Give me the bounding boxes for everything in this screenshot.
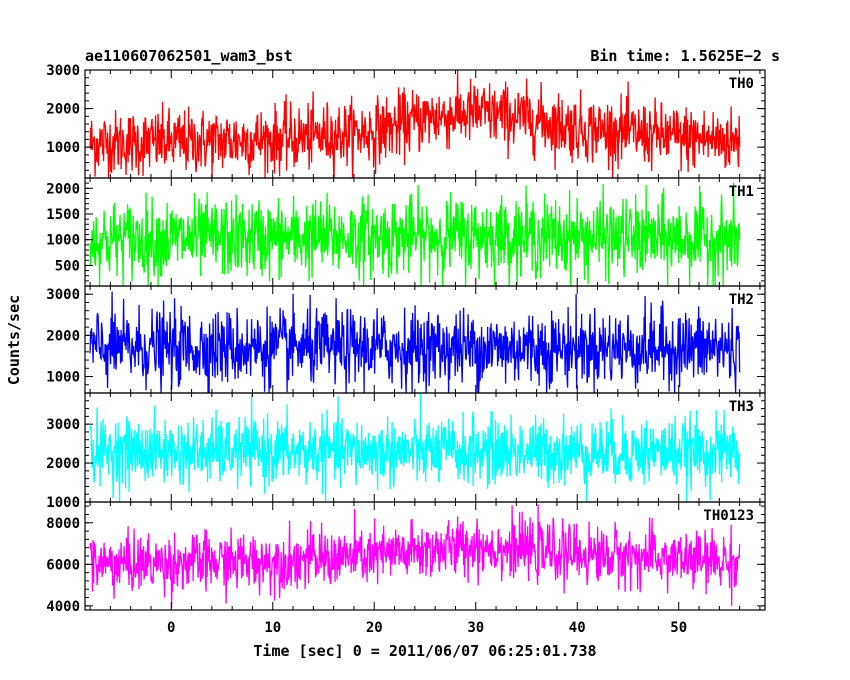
panel-label-th0123: TH0123 xyxy=(703,508,754,524)
panel-label-th3: TH3 xyxy=(729,399,754,415)
y-tick-label: 1000 xyxy=(46,233,80,249)
y-tick-label: 3000 xyxy=(46,287,80,303)
y-tick-label: 1500 xyxy=(46,207,80,223)
x-tick-label: 40 xyxy=(569,620,586,636)
y-tick-label: 2000 xyxy=(46,181,80,197)
series-line-th3 xyxy=(89,393,741,502)
x-tick-label: 20 xyxy=(366,620,383,636)
y-tick-label: 500 xyxy=(55,258,80,274)
y-tick-label: 3000 xyxy=(46,63,80,79)
y-tick-label: 4000 xyxy=(46,599,80,615)
panel-label-th2: TH2 xyxy=(729,292,754,308)
y-tick-label: 2000 xyxy=(46,456,80,472)
y-tick-label: 2000 xyxy=(46,102,80,118)
series-line-th1 xyxy=(89,182,741,286)
panel-label-th0: TH0 xyxy=(729,76,754,92)
chart-title: ae110607062501_wam3_bst xyxy=(85,47,293,65)
panel-label-th1: TH1 xyxy=(729,184,754,200)
x-tick-label: 50 xyxy=(670,620,687,636)
x-tick-label: 0 xyxy=(167,620,175,636)
y-tick-label: 1000 xyxy=(46,140,80,156)
x-tick-label: 30 xyxy=(467,620,484,636)
y-tick-label: 2000 xyxy=(46,328,80,344)
panel-frame-th0123 xyxy=(84,501,766,611)
x-tick-label: 10 xyxy=(264,620,281,636)
bin-time-label: Bin time: 1.5625E−2 s xyxy=(590,47,780,65)
y-tick-label: 6000 xyxy=(46,557,80,573)
y-tick-label: 3000 xyxy=(46,417,80,433)
series-line-th0 xyxy=(89,70,741,178)
series-line-th2 xyxy=(89,291,741,393)
y-tick-label: 1000 xyxy=(46,495,80,511)
series-line-th0123 xyxy=(89,504,741,609)
y-tick-label: 8000 xyxy=(46,516,80,532)
x-axis-label: Time [sec] 0 = 2011/06/07 06:25:01.738 xyxy=(253,642,596,660)
y-axis-label: Counts/sec xyxy=(5,295,23,385)
y-tick-label: 1000 xyxy=(46,370,80,386)
